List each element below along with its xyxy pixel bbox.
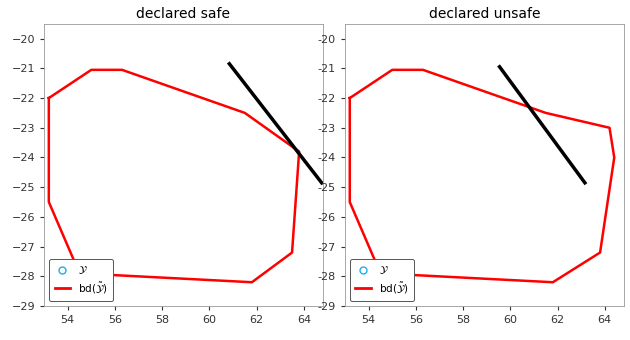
Legend: $\mathcal{Y}$, bd$(\tilde{\mathcal{Y}})$: $\mathcal{Y}$, bd$(\tilde{\mathcal{Y}})$ xyxy=(49,259,113,301)
Legend: $\mathcal{Y}$, bd$(\tilde{\mathcal{Y}})$: $\mathcal{Y}$, bd$(\tilde{\mathcal{Y}})$ xyxy=(350,259,415,301)
Title: declared safe: declared safe xyxy=(137,7,231,21)
Title: declared unsafe: declared unsafe xyxy=(428,7,540,21)
